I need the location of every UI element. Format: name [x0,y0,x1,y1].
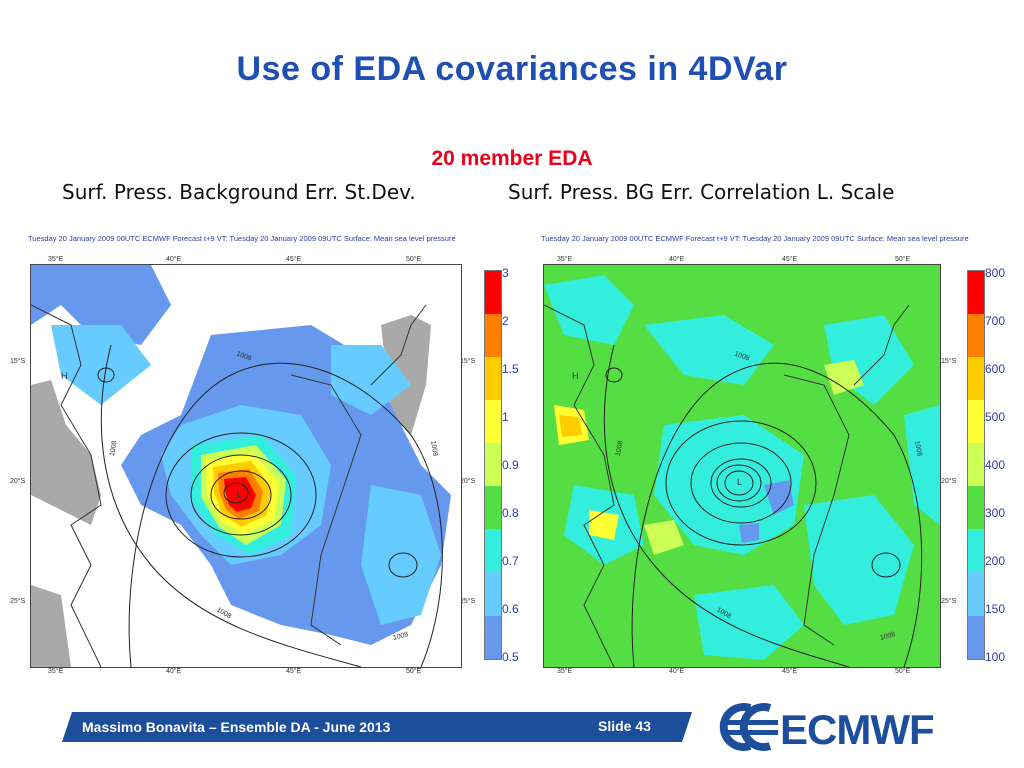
left-lon-tick: 50°E [406,256,422,263]
left-map-canvas [31,265,461,667]
right-map-header: Tuesday 20 January 2009 00UTC ECMWF Fore… [541,234,969,243]
right-colorbar-label: 400 [985,458,1006,472]
right-low-marker: L [737,477,743,487]
left-colorbar-segment [485,314,501,358]
right-colorbar-label: 800 [985,266,1006,280]
left-colorbar-label: 3 [502,266,509,280]
right-colorbar-segment [968,314,984,358]
right-colorbar-segment [968,357,984,401]
right-lon-tick: 40°E [669,256,685,263]
left-lon-tick: 45°E [286,256,302,263]
left-map-panel: Tuesday 20 January 2009 00UTC ECMWF Fore… [10,228,519,678]
right-lon-tick-bottom: 50°E [895,668,911,675]
left-lat-tick: 20°S [10,478,26,485]
ecmwf-logo-text: ECMWF [780,706,935,753]
right-map-panel: Tuesday 20 January 2009 00UTC ECMWF Fore… [541,228,1019,678]
right-colorbar-label: 150 [985,602,1006,616]
left-lon-tick-bottom: 35°E [48,668,64,675]
left-colorbar-segment [485,529,501,573]
left-colorbar-label: 0.9 [502,458,519,472]
right-map-plot: 1008 1008 1008 1008 1008 H L [543,264,941,668]
right-lat-tick: 15°S [941,358,957,365]
right-colorbar-label: 300 [985,506,1006,520]
right-colorbar-segment [968,443,984,487]
right-colorbar [967,270,985,660]
left-lat-tick-right: 15°S [460,358,476,365]
left-map-plot: 1008 1008 1008 1008 1008 H L [30,264,462,668]
left-colorbar-label: 0.7 [502,554,519,568]
right-lon-tick: 35°E [557,256,573,263]
left-colorbar-segment [485,400,501,444]
right-colorbar-label: 200 [985,554,1006,568]
right-colorbar-segment [968,615,984,659]
caption-left: Surf. Press. Background Err. St.Dev. [62,180,416,204]
right-colorbar-segment [968,271,984,315]
right-high-marker: H [572,371,579,381]
left-low-marker: L [237,489,243,499]
left-lat-tick: 25°S [10,598,26,605]
left-lon-tick: 35°E [48,256,64,263]
left-colorbar [484,270,502,660]
slide-subtitle: 20 member EDA [431,147,593,170]
right-lon-tick: 45°E [782,256,798,263]
slide-number: Slide 43 [598,718,651,734]
right-lon-tick-bottom: 45°E [782,668,798,675]
right-lon-tick-bottom: 35°E [557,668,573,675]
right-colorbar-label: 600 [985,362,1006,376]
left-colorbar-label: 1.5 [502,362,519,376]
left-colorbar-label: 0.6 [502,602,519,616]
caption-right: Surf. Press. BG Err. Correlation L. Scal… [508,180,895,204]
right-map-canvas [544,265,940,667]
ecmwf-logo: ECMWF [718,702,968,753]
right-colorbar-segment [968,400,984,444]
left-colorbar-label: 2 [502,314,509,328]
slide-title: Use of EDA covariances in 4DVar [236,50,788,88]
right-lon-tick-bottom: 40°E [669,668,685,675]
footer-presenter: Massimo Bonavita – Ensemble DA - June 20… [82,719,391,735]
right-colorbar-label: 500 [985,410,1006,424]
left-colorbar-label: 1 [502,410,509,424]
left-lat-tick: 15°S [10,358,26,365]
right-lat-tick: 25°S [941,598,957,605]
left-colorbar-segment [485,572,501,616]
left-lon-tick: 40°E [166,256,182,263]
left-colorbar-label: 0.5 [502,650,519,664]
left-colorbar-segment [485,486,501,530]
left-lat-tick-right: 25°S [460,598,476,605]
left-lon-tick-bottom: 45°E [286,668,302,675]
left-lon-tick-bottom: 40°E [166,668,182,675]
left-colorbar-segment [485,357,501,401]
right-colorbar-label: 100 [985,650,1006,664]
right-lat-tick: 20°S [941,478,957,485]
left-colorbar-segment [485,443,501,487]
left-high-marker: H [61,371,68,381]
ecmwf-logo-icon [719,703,778,751]
left-lat-tick-right: 20°S [460,478,476,485]
footer-bar: Massimo Bonavita – Ensemble DA - June 20… [62,712,692,742]
left-colorbar-label: 0.8 [502,506,519,520]
right-colorbar-label: 700 [985,314,1006,328]
right-lon-tick: 50°E [895,256,911,263]
left-lon-tick-bottom: 50°E [406,668,422,675]
left-colorbar-segment [485,615,501,659]
footer-background [62,712,692,742]
right-colorbar-segment [968,529,984,573]
right-colorbar-segment [968,486,984,530]
left-colorbar-segment [485,271,501,315]
right-colorbar-segment [968,572,984,616]
left-map-header: Tuesday 20 January 2009 00UTC ECMWF Fore… [28,234,456,243]
